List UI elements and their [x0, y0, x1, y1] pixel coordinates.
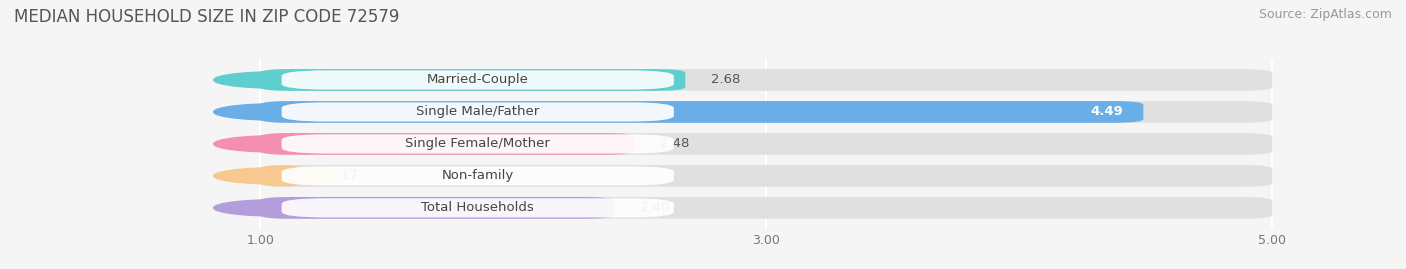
Circle shape	[214, 104, 344, 120]
Text: Non-family: Non-family	[441, 169, 513, 182]
FancyBboxPatch shape	[260, 165, 304, 187]
Text: 4.49: 4.49	[1091, 105, 1123, 118]
FancyBboxPatch shape	[260, 133, 634, 155]
Text: Married-Couple: Married-Couple	[427, 73, 529, 86]
Circle shape	[214, 72, 344, 88]
FancyBboxPatch shape	[260, 197, 1272, 219]
FancyBboxPatch shape	[260, 101, 1272, 123]
FancyBboxPatch shape	[260, 69, 1272, 91]
FancyBboxPatch shape	[281, 70, 673, 90]
Text: Total Households: Total Households	[422, 201, 534, 214]
FancyBboxPatch shape	[260, 197, 614, 219]
FancyBboxPatch shape	[281, 166, 673, 186]
FancyBboxPatch shape	[260, 133, 1272, 155]
Text: 1.17: 1.17	[329, 169, 359, 182]
Circle shape	[214, 136, 344, 152]
FancyBboxPatch shape	[281, 198, 673, 217]
FancyBboxPatch shape	[260, 165, 1272, 187]
FancyBboxPatch shape	[281, 102, 673, 122]
Text: MEDIAN HOUSEHOLD SIZE IN ZIP CODE 72579: MEDIAN HOUSEHOLD SIZE IN ZIP CODE 72579	[14, 8, 399, 26]
Circle shape	[214, 168, 344, 184]
Text: 2.40: 2.40	[640, 201, 669, 214]
FancyBboxPatch shape	[260, 69, 685, 91]
Text: Single Female/Mother: Single Female/Mother	[405, 137, 550, 150]
FancyBboxPatch shape	[260, 101, 1143, 123]
Text: 2.68: 2.68	[710, 73, 740, 86]
FancyBboxPatch shape	[281, 134, 673, 154]
Circle shape	[214, 200, 344, 216]
Text: 2.48: 2.48	[659, 137, 689, 150]
Text: Source: ZipAtlas.com: Source: ZipAtlas.com	[1258, 8, 1392, 21]
Text: Single Male/Father: Single Male/Father	[416, 105, 540, 118]
